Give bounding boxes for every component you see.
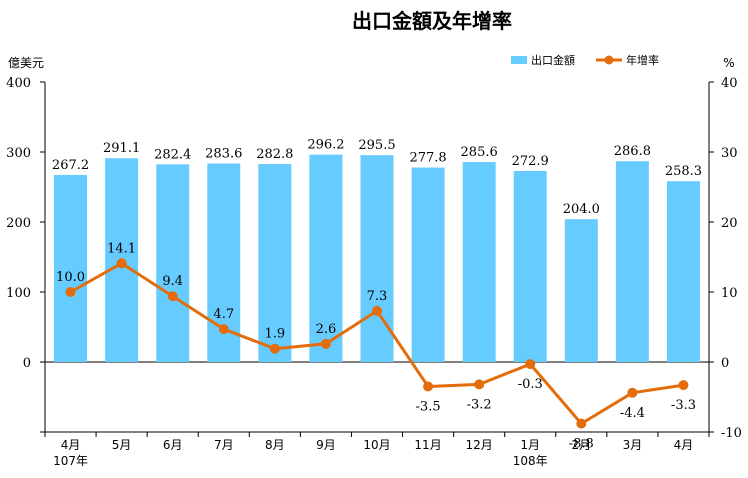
bar — [411, 167, 445, 362]
left-axis-unit: 億美元 — [8, 56, 44, 70]
growth-rate-label: 14.1 — [107, 241, 136, 256]
x-tick-label: 7月 — [214, 438, 234, 452]
bar — [309, 154, 343, 362]
growth-rate-point — [372, 305, 382, 316]
legend-bar-swatch — [511, 56, 527, 64]
growth-rate-label: 7.3 — [367, 289, 388, 304]
left-tick-label: 200 — [6, 216, 31, 231]
bar-value-label: 285.6 — [461, 145, 498, 160]
legend-line-marker — [604, 55, 614, 65]
bar-value-label: 272.9 — [512, 154, 549, 169]
right-axis-unit: % — [723, 56, 734, 70]
year-label: 108年 — [513, 454, 548, 468]
left-tick-label: 300 — [6, 146, 31, 161]
x-tick-label: 12月 — [466, 438, 493, 452]
right-tick-label: 10 — [721, 286, 738, 301]
growth-rate-point — [65, 287, 76, 297]
bar — [54, 174, 88, 362]
growth-rate-label: -3.3 — [671, 398, 696, 413]
growth-rate-label: -3.2 — [467, 397, 492, 412]
x-tick-label: 4月 — [61, 438, 81, 452]
growth-rate-label: 9.4 — [162, 274, 183, 289]
right-tick-label: 30 — [721, 146, 738, 161]
growth-rate-point — [218, 324, 229, 335]
left-tick-label: 0 — [23, 356, 31, 371]
bar-value-label: 283.6 — [205, 146, 242, 161]
x-tick-label: 2月 — [571, 438, 591, 452]
growth-rate-label: 4.7 — [213, 307, 234, 322]
growth-rate-label: -0.3 — [518, 377, 543, 392]
x-tick-label: 4月 — [674, 438, 694, 452]
left-tick-label: 100 — [6, 286, 31, 301]
x-tick-label: 6月 — [163, 438, 183, 452]
bar — [462, 162, 496, 362]
x-tick-label: 11月 — [414, 438, 441, 452]
growth-rate-point — [167, 291, 178, 302]
bar — [564, 219, 598, 362]
bar-value-label: 295.5 — [358, 138, 395, 153]
growth-rate-point — [525, 359, 536, 370]
bar — [513, 170, 547, 362]
left-tick-label: 400 — [6, 76, 31, 91]
x-tick-label: 8月 — [265, 438, 285, 452]
growth-rate-point — [627, 387, 638, 398]
right-tick-label: 0 — [721, 356, 729, 371]
legend-bar-label: 出口金額 — [531, 53, 575, 67]
bar — [615, 161, 649, 362]
growth-rate-label: 2.6 — [316, 322, 337, 337]
growth-rate-label: -8.8 — [569, 437, 594, 452]
right-tick-label: 40 — [721, 76, 738, 91]
growth-rate-label: -4.4 — [620, 406, 645, 421]
bar-value-label: 267.2 — [52, 158, 89, 173]
growth-rate-point — [423, 381, 434, 392]
bar-value-label: 291.1 — [103, 141, 140, 156]
chart-title: 出口金額及年增率 — [352, 9, 512, 33]
bar — [666, 181, 700, 362]
bar-value-label: 277.8 — [409, 151, 446, 166]
growth-rate-point — [576, 418, 587, 429]
x-tick-label: 5月 — [112, 438, 132, 452]
bar-value-label: 204.0 — [563, 202, 600, 217]
right-tick-label: -10 — [721, 426, 742, 441]
bar-value-label: 258.3 — [665, 164, 702, 179]
bar-value-label: 282.4 — [154, 147, 191, 162]
x-tick-label: 9月 — [316, 438, 336, 452]
bar — [156, 164, 190, 362]
growth-rate-label: 10.0 — [56, 270, 85, 285]
right-tick-label: 20 — [721, 216, 738, 231]
x-tick-label: 1月 — [520, 438, 540, 452]
growth-rate-point — [116, 258, 127, 269]
growth-rate-point — [678, 380, 689, 391]
legend: 出口金額 年增率 — [511, 53, 659, 67]
growth-rate-label: -3.5 — [416, 400, 441, 415]
growth-rate-point — [474, 379, 485, 390]
bar-value-label: 286.8 — [614, 144, 651, 159]
growth-rate-point — [320, 338, 331, 349]
bar — [360, 155, 394, 362]
bar-value-label: 282.8 — [256, 147, 293, 162]
legend-line-label: 年增率 — [626, 53, 659, 67]
x-tick-label: 10月 — [363, 438, 390, 452]
x-tick-label: 3月 — [623, 438, 643, 452]
growth-rate-point — [269, 343, 280, 354]
bar-value-label: 296.2 — [307, 138, 344, 153]
bar — [258, 164, 292, 362]
year-label: 107年 — [53, 454, 88, 468]
growth-rate-label: 1.9 — [265, 327, 286, 342]
